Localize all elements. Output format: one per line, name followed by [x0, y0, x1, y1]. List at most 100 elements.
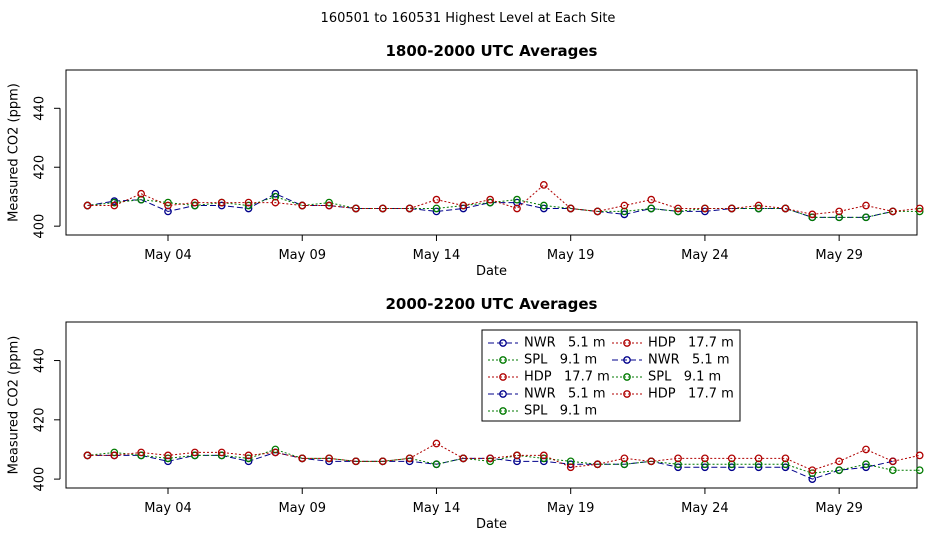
data-point-nwr	[862, 463, 870, 472]
data-point-spl	[191, 451, 199, 460]
legend-marker-hdp	[623, 339, 631, 347]
legend-label: NWR 5.1 m	[524, 336, 605, 351]
legend-marker-hdp	[499, 373, 507, 381]
x-tick-label: May 09	[278, 248, 326, 263]
data-point-hdp	[539, 181, 548, 189]
data-point-hdp	[701, 204, 709, 213]
data-point-hdp	[888, 207, 897, 216]
y-tick-label: 400	[33, 467, 48, 492]
x-tick-label: May 04	[144, 501, 192, 516]
legend-marker-hdp	[623, 390, 631, 398]
data-point-hdp	[781, 454, 790, 463]
x-tick-label: May 09	[278, 501, 326, 516]
data-point-hdp	[781, 204, 790, 213]
data-point-hdp	[217, 198, 226, 207]
data-point-nwr	[539, 204, 548, 213]
data-point-hdp	[647, 457, 656, 466]
data-point-nwr	[217, 201, 226, 210]
data-point-hdp	[593, 207, 602, 216]
data-point-hdp	[217, 448, 226, 457]
data-point-hdp	[110, 201, 119, 210]
data-point-hdp	[271, 448, 280, 457]
data-point-spl	[325, 198, 333, 207]
legend-marker-nwr	[499, 339, 507, 347]
data-point-hdp	[727, 454, 736, 463]
y-axis-label: Measured CO2 (ppm)	[7, 83, 22, 222]
data-point-hdp	[137, 448, 146, 457]
data-point-hdp	[862, 445, 870, 454]
data-point-hdp	[701, 454, 709, 463]
legend-label: SPL 9.1 m	[524, 353, 597, 368]
data-point-spl	[808, 213, 817, 222]
data-point-hdp	[835, 457, 843, 466]
x-tick-label: May 14	[413, 248, 461, 263]
data-point-hdp	[539, 451, 548, 460]
data-point-spl	[432, 460, 441, 469]
legend-label: HDP 17.7 m	[648, 387, 734, 402]
x-tick-label: May 29	[815, 248, 863, 263]
data-point-nwr	[620, 210, 629, 219]
legend-marker-nwr	[623, 356, 631, 364]
x-tick-label: May 19	[547, 501, 595, 516]
data-point-hdp	[271, 198, 280, 207]
data-point-spl	[110, 448, 119, 457]
y-tick-label: 420	[33, 155, 48, 180]
data-point-spl	[862, 460, 870, 469]
data-point-hdp	[566, 463, 575, 472]
legend-box	[481, 329, 741, 422]
plot-frame	[65, 69, 918, 236]
x-tick-label: May 24	[681, 501, 729, 516]
x-tick-label: May 19	[547, 248, 595, 263]
data-point-hdp	[862, 201, 870, 210]
panel-2000-2200: 2000-2200 UTC Averages May 04 May 09 May 14…	[7, 295, 924, 532]
data-point-hdp	[647, 195, 656, 204]
data-point-nwr	[754, 463, 763, 472]
legend-label: NWR 5.1 m	[648, 353, 729, 368]
data-point-hdp	[191, 448, 199, 457]
data-point-hdp	[808, 466, 817, 475]
data-point-hdp	[137, 189, 146, 198]
data-point-spl	[915, 466, 924, 475]
data-point-spl	[647, 204, 656, 213]
data-point-hdp	[915, 204, 924, 213]
data-point-hdp	[593, 460, 602, 469]
legend-label: HDP 17.7 m	[524, 370, 610, 385]
data-point-hdp	[754, 454, 763, 463]
x-tick-label: May 14	[413, 501, 461, 516]
series-line-spl	[87, 448, 920, 474]
x-tick-label: May 29	[815, 501, 863, 516]
data-point-hdp	[835, 207, 843, 216]
data-point-hdp	[432, 195, 441, 204]
data-point-hdp	[325, 201, 333, 210]
data-point-spl	[244, 201, 253, 210]
data-point-hdp	[486, 195, 495, 204]
series-line-hdp	[87, 184, 920, 215]
plot-frame	[65, 321, 918, 489]
y-axis-label: Measured CO2 (ppm)	[7, 336, 22, 475]
data-point-hdp	[459, 201, 468, 210]
data-point-spl	[110, 198, 119, 207]
series-line-spl	[87, 196, 920, 218]
page-title: 160501 to 160531 Highest Level at Each S…	[321, 11, 616, 26]
data-point-spl	[539, 201, 548, 210]
data-point-hdp	[566, 204, 575, 213]
data-point-spl	[432, 204, 441, 213]
data-point-hdp	[513, 451, 521, 460]
legend-label: SPL 9.1 m	[524, 404, 597, 419]
y-tick-label: 440	[33, 96, 48, 121]
data-point-spl	[888, 466, 897, 475]
legend-marker-spl	[499, 407, 507, 415]
y-tick-label: 400	[33, 214, 48, 239]
data-point-hdp	[727, 204, 736, 213]
data-point-hdp	[244, 198, 253, 207]
legend-marker-spl	[499, 356, 507, 364]
data-point-hdp	[325, 454, 333, 463]
data-point-spl	[835, 466, 843, 475]
series-line-nwr	[87, 451, 893, 480]
data-point-hdp	[378, 204, 387, 213]
data-point-nwr	[271, 189, 280, 198]
data-point-hdp	[459, 454, 468, 463]
data-point-hdp	[164, 201, 172, 210]
data-point-hdp	[298, 454, 307, 463]
